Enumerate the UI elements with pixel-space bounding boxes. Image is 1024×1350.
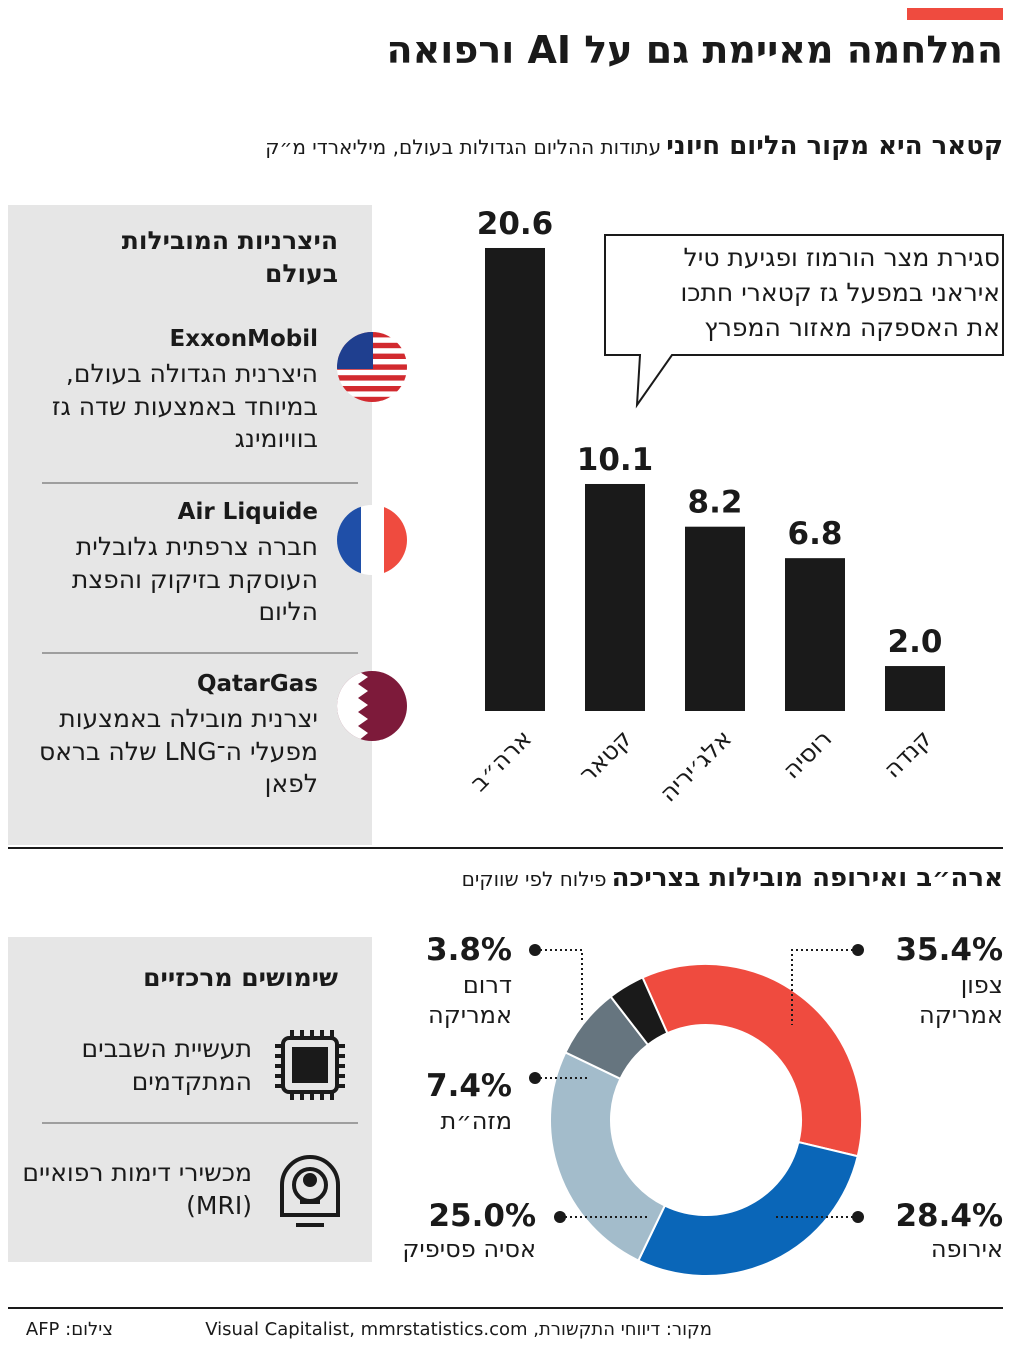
bar xyxy=(685,526,745,711)
legend-label: אסיה פסיפיק xyxy=(402,1235,536,1263)
panel-title: היצרניות המובילות בעולם xyxy=(121,226,338,288)
category-label: ארה״ב xyxy=(465,724,538,797)
producer-name: ExxonMobil xyxy=(169,326,318,352)
legend-label: אירופה xyxy=(930,1235,1003,1263)
annotation-line: איראני במפעל גז קטארי חתכו xyxy=(680,278,1000,307)
donut-slice xyxy=(609,976,669,1047)
annotation: סגירת מצר הורמוז ופגיעת טיל איראני במפעל… xyxy=(680,240,1000,345)
leader-line xyxy=(535,949,583,1020)
bar xyxy=(885,666,945,711)
chart-subtitle: עתודות ההליום הגדולות בעולם, מיליארדי מ״… xyxy=(265,135,662,159)
producer-description: היצרנית הגדולה בעולם, במיוחד באמצעות שדה… xyxy=(51,359,318,453)
category-label: קטאר xyxy=(573,724,637,788)
leader-dot xyxy=(852,944,864,956)
accent-bar xyxy=(907,8,1003,20)
leader-dot xyxy=(529,1072,541,1084)
value-label: 3.8% xyxy=(426,932,512,968)
chart-title: ארה״ב ואירופה מובילות בצריכה xyxy=(611,863,1003,893)
bar xyxy=(485,247,545,711)
producer-description: חברה צרפתית גלובלית העוסקת בזיקוק והפצת … xyxy=(71,532,318,626)
page-title: המלחמה מאיימת גם על AI ורפואה xyxy=(386,28,1003,72)
category-label: אלג׳יריה xyxy=(654,724,737,807)
category-label: רוסיה xyxy=(777,724,837,784)
value-label: 25.0% xyxy=(428,1198,536,1234)
legend-label: צפון אמריקה xyxy=(919,971,1003,1029)
value-label: 8.2 xyxy=(688,485,743,521)
value-label: 35.4% xyxy=(895,932,1003,968)
donut-slice xyxy=(641,963,863,1158)
donut-slice xyxy=(637,1140,859,1277)
qatar-flag xyxy=(337,671,407,741)
panel-title: שימושים מרכזיים xyxy=(143,963,338,992)
chart-heading: קטאר היא מקור הליום חיוני עתודות ההליום … xyxy=(265,130,1003,164)
legend-label: דרום אמריקה xyxy=(428,971,512,1029)
bar xyxy=(585,483,645,711)
use-item: מכשירי דימות רפואיים (MRI) xyxy=(22,1158,252,1220)
use-item: תעשיית השבבים המתקדמים xyxy=(81,1034,252,1096)
annotation-line: סגירת מצר הורמוז ופגיעת טיל xyxy=(683,243,1000,272)
us-flag xyxy=(337,332,407,402)
producers-panel xyxy=(8,205,372,845)
legend-label: מזה״ת xyxy=(440,1107,512,1135)
value-label: 6.8 xyxy=(788,516,843,552)
callout-box xyxy=(604,234,1004,409)
source: מקור: דיווחי התקשורת, Visual Capitalist,… xyxy=(205,1319,712,1340)
value-label: 10.1 xyxy=(577,442,654,478)
producer-name: QatarGas xyxy=(196,671,318,697)
value-label: 20.6 xyxy=(477,206,554,242)
category-label: קנדה xyxy=(878,724,937,783)
bar xyxy=(785,558,845,711)
value-label: 2.0 xyxy=(888,624,943,660)
mri-icon xyxy=(280,1155,340,1227)
donut-slice xyxy=(549,1051,667,1262)
france-flag xyxy=(337,505,407,575)
producer-name: Air Liquide xyxy=(177,499,318,525)
annotation-line: את האספקה מאזור המפרץ xyxy=(704,313,1000,342)
leader-dot xyxy=(852,1211,864,1223)
credit: צילום: AFP xyxy=(25,1319,113,1340)
value-label: 28.4% xyxy=(895,1198,1003,1234)
chip-icon xyxy=(275,1030,345,1100)
leader-line xyxy=(791,949,858,1025)
producer-description: יצרנית מובילה באמצעות מפעלי ה־LNG שלה בר… xyxy=(38,704,318,798)
leader-dot xyxy=(529,944,541,956)
leader-dot xyxy=(554,1211,566,1223)
chart-subtitle: פילוח לפי שווקים xyxy=(461,867,607,891)
value-label: 7.4% xyxy=(426,1068,512,1104)
chart-heading: ארה״ב ואירופה מובילות בצריכה פילוח לפי ש… xyxy=(462,862,1003,896)
chart-title: קטאר היא מקור הליום חיוני xyxy=(666,131,1003,161)
